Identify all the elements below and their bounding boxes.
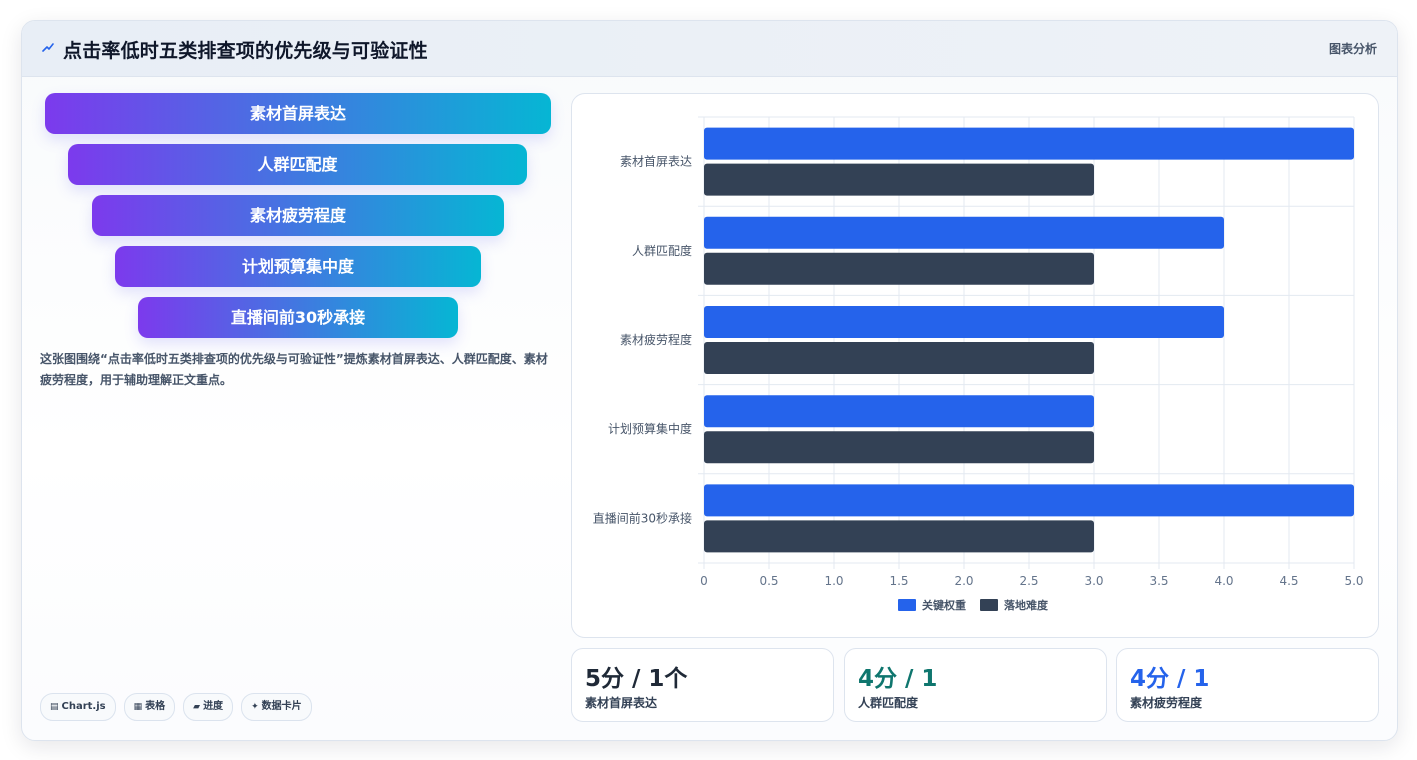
stat-label: 素材首屏表达	[585, 696, 658, 710]
funnel-step: 直播间前30秒承接	[138, 297, 458, 338]
y-category-label: 计划预算集中度	[608, 421, 692, 436]
bar	[704, 216, 1224, 249]
sparkle-icon: ✦	[251, 702, 259, 712]
stat-label: 素材疲劳程度	[1130, 696, 1203, 710]
bar	[704, 252, 1094, 285]
progress-icon: ▰	[193, 702, 201, 712]
bar-chart: 0 0.5 1.0 1.5 2.0 2.5 3.0 3.5 4.0 4.5 5.0 素材首屏表达人群匹…	[593, 116, 1364, 612]
card-header: 点击率低时五类排查项的优先级与可验证性 图表分析	[22, 21, 1397, 77]
bar	[704, 163, 1094, 196]
x-tick-label: 5.0	[1344, 574, 1363, 588]
chip-label: Chart.js	[61, 701, 106, 712]
stat-card: 4分 / 1 人群匹配度	[844, 648, 1107, 722]
x-tick-label: 1.5	[889, 574, 908, 588]
chip-label: 数据卡片	[261, 701, 302, 712]
stat-value: 5分 / 1个	[585, 666, 688, 692]
x-tick-label: 1.0	[824, 574, 843, 588]
x-tick-label: 0	[700, 574, 708, 588]
chip-row: ▤ Chart.js ▦ 表格 ▰ 进度 ✦ 数据卡片	[40, 693, 312, 721]
stat-label: 人群匹配度	[858, 696, 919, 710]
chip-progress[interactable]: ▰ 进度	[183, 693, 234, 721]
chip-chartjs[interactable]: ▤ Chart.js	[40, 693, 116, 721]
x-tick-label: 4.5	[1279, 574, 1298, 588]
chip-table[interactable]: ▦ 表格	[123, 693, 176, 721]
bar	[704, 127, 1354, 160]
stat-card: 5分 / 1个 素材首屏表达	[571, 648, 834, 722]
stat-card: 4分 / 1 素材疲劳程度	[1116, 648, 1379, 722]
x-tick-label: 3.0	[1084, 574, 1103, 588]
table-icon: ▦	[133, 702, 143, 712]
x-tick-label: 2.0	[954, 574, 973, 588]
legend-label: 关键权重	[922, 598, 966, 612]
legend-label: 落地难度	[1004, 598, 1049, 612]
chart-description: 这张图围绕“点击率低时五类排查项的优先级与可验证性”提炼素材首屏表达、人群匹配度…	[40, 352, 548, 387]
funnel-step: 计划预算集中度	[115, 246, 481, 287]
chart-panel: 0 0.5 1.0 1.5 2.0 2.5 3.0 3.5 4.0 4.5 5.0 素材首屏表达人群匹…	[571, 93, 1379, 638]
y-category-label: 素材首屏表达	[620, 155, 692, 169]
y-category-label: 素材疲劳程度	[620, 332, 692, 347]
report-card: 点击率低时五类排查项的优先级与可验证性 图表分析 素材首屏表达 人群匹配度 素材…	[21, 20, 1398, 741]
funnel-step: 素材疲劳程度	[92, 195, 504, 236]
x-tick-label: 3.5	[1149, 574, 1168, 588]
bar	[704, 484, 1354, 517]
chip-label: 进度	[203, 701, 224, 712]
chart-analysis-tag: 图表分析	[1328, 42, 1377, 56]
funnel-step: 人群匹配度	[68, 144, 527, 185]
bar	[704, 431, 1094, 464]
trend-icon	[42, 43, 54, 52]
y-category-label: 直播间前30秒承接	[593, 510, 692, 525]
y-category-label: 人群匹配度	[632, 243, 692, 258]
x-tick-label: 4.0	[1214, 574, 1233, 588]
chart-icon: ▤	[50, 702, 59, 712]
legend-swatch	[980, 599, 998, 611]
bar	[704, 520, 1094, 553]
stat-value: 4分 / 1	[1130, 666, 1210, 692]
chip-label: 表格	[145, 701, 166, 712]
chip-data-card[interactable]: ✦ 数据卡片	[241, 693, 312, 721]
stat-value: 4分 / 1	[858, 666, 938, 692]
bar	[704, 342, 1094, 374]
bar	[704, 395, 1094, 428]
x-tick-label: 2.5	[1019, 574, 1038, 588]
page-title: 点击率低时五类排查项的优先级与可验证性	[63, 40, 428, 62]
bar	[704, 306, 1224, 338]
x-tick-label: 0.5	[759, 574, 778, 588]
legend-swatch	[898, 599, 916, 611]
funnel-step: 素材首屏表达	[45, 93, 551, 134]
